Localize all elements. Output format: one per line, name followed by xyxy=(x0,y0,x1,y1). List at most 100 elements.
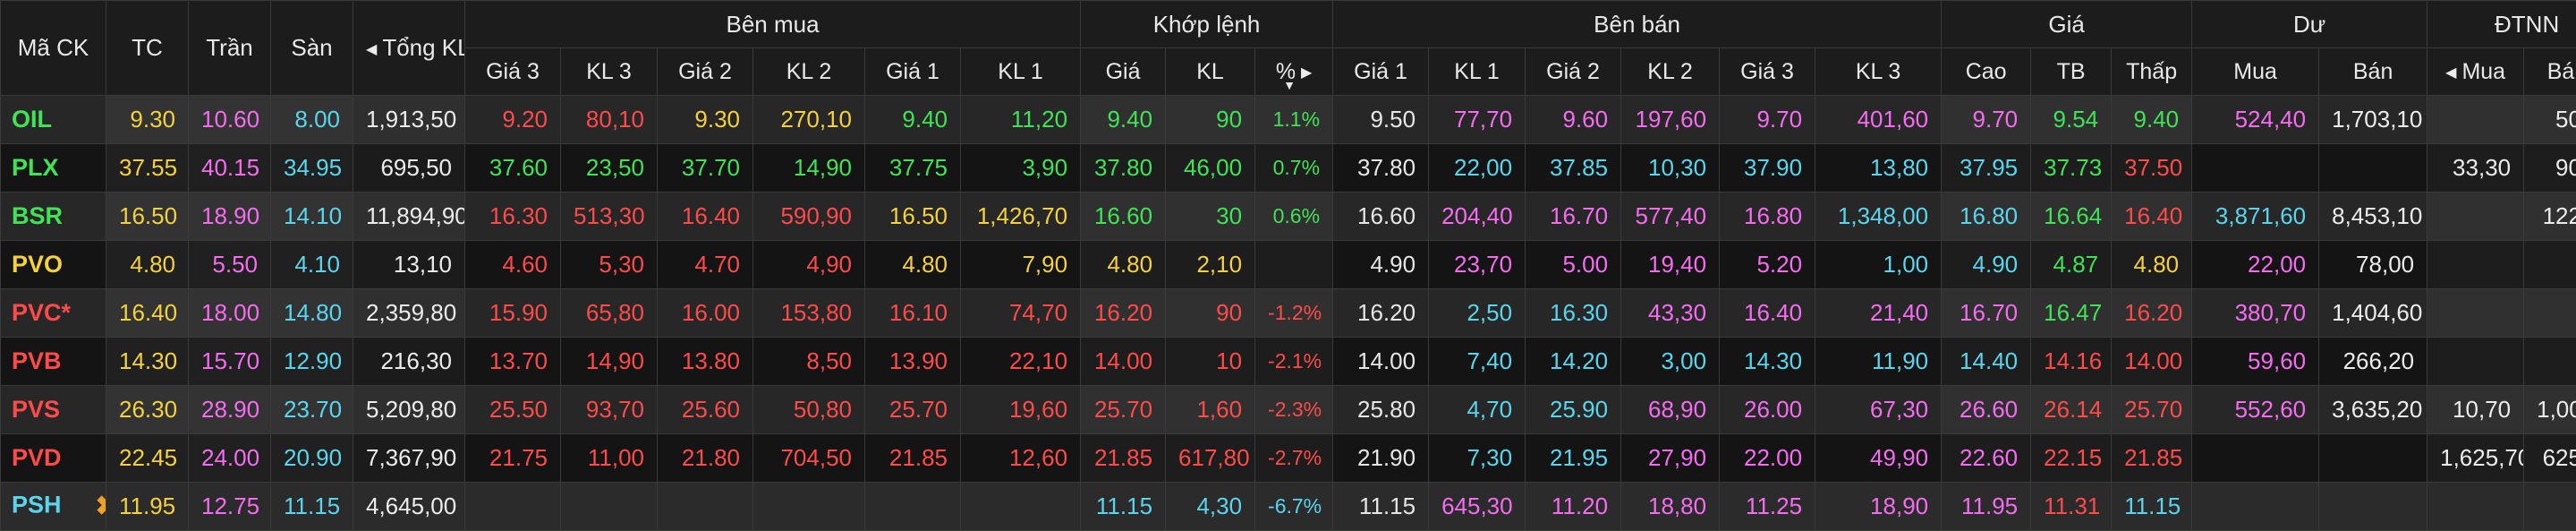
col-header-total-vol[interactable]: ◀Tổng KL▶ xyxy=(353,1,465,96)
ask-price1-cell: 21.90 xyxy=(1333,434,1429,483)
ask-vol1-cell: 22,00 xyxy=(1429,144,1526,193)
ask-price2-cell-value: 11.20 xyxy=(1552,492,1608,519)
bid-price2-cell-value: 13.80 xyxy=(682,347,740,374)
col-header-match-vol[interactable]: KL xyxy=(1166,48,1255,96)
ask-price3-cell-value: 9.70 xyxy=(1756,106,1802,133)
bid-price2-cell-value: 37.70 xyxy=(682,154,740,181)
residual-buy-cell-value: 380,70 xyxy=(2235,299,2307,326)
group-header-residual: Dư xyxy=(2192,1,2427,48)
col-header-symbol[interactable]: Mã CK xyxy=(1,1,106,96)
symbol-cell[interactable]: BSR xyxy=(1,193,106,241)
foreign-sell-cell xyxy=(2524,338,2576,386)
match-pct-cell: 1.1% xyxy=(1255,96,1333,144)
ask-price3-cell: 26.00 xyxy=(1720,386,1815,434)
bid-vol3-cell: 23,50 xyxy=(561,144,658,193)
col-header-foreign-buy[interactable]: ◀Mua xyxy=(2427,48,2524,96)
col-header-avg[interactable]: TB xyxy=(2031,48,2112,96)
ask-vol3-cell: 21,40 xyxy=(1815,289,1942,338)
col-header-residual-buy[interactable]: Mua xyxy=(2192,48,2319,96)
bid-vol1-cell: 7,90 xyxy=(961,241,1081,289)
ask-vol2-cell-value: 577,40 xyxy=(1636,202,1707,229)
ask-price3-cell: 11.25 xyxy=(1720,483,1815,531)
ask-vol2-cell-value: 43,30 xyxy=(1648,299,1706,326)
low-price-cell-value: 4.80 xyxy=(2134,251,2180,278)
match-vol-cell-value: 2,10 xyxy=(1196,251,1242,278)
col-header-match-pct[interactable]: %▼▶ xyxy=(1255,48,1333,96)
bid-price3-cell-value: 25.50 xyxy=(489,396,548,423)
symbol-cell[interactable]: PVC* xyxy=(1,289,106,338)
col-header-bid-vol3[interactable]: KL 3 xyxy=(561,48,658,96)
total-volume-cell: 695,50 xyxy=(353,144,465,193)
symbol-cell[interactable]: OIL xyxy=(1,96,106,144)
symbol-cell[interactable]: PLX xyxy=(1,144,106,193)
col-header-ceiling[interactable]: Trần xyxy=(189,1,271,96)
sort-desc-icon[interactable]: ▼ xyxy=(1283,78,1296,92)
col-header-foreign-sell[interactable]: Bán▶ xyxy=(2524,48,2576,96)
warning-x-icon[interactable]: ✖ xyxy=(96,492,106,521)
stock-row-psh[interactable]: PSH✖11.9512.7511.154,645,0011.154,30-6.7… xyxy=(1,483,2576,531)
foreign-sell-cell-value: 625,00 xyxy=(2543,444,2576,471)
match-pct-cell-value: -2.7% xyxy=(1268,446,1322,469)
ask-vol3-cell-value: 49,90 xyxy=(1870,444,1928,471)
col-header-bid-vol1[interactable]: KL 1 xyxy=(961,48,1081,96)
caret-left-icon[interactable]: ◀ xyxy=(2445,64,2456,81)
high-price-cell-value: 22.60 xyxy=(1960,444,2018,471)
col-header-floor[interactable]: Sàn xyxy=(271,1,353,96)
ask-vol1-cell: 645,30 xyxy=(1429,483,1526,531)
bid-price2-cell-value: 16.00 xyxy=(682,299,740,326)
col-header-ref[interactable]: TC xyxy=(106,1,189,96)
symbol-cell[interactable]: PVD xyxy=(1,434,106,483)
match-vol-cell: 2,10 xyxy=(1166,241,1255,289)
match-price-cell: 4.80 xyxy=(1081,241,1166,289)
col-header-low[interactable]: Thấp xyxy=(2112,48,2192,96)
col-header-ask-price1[interactable]: Giá 1 xyxy=(1333,48,1429,96)
col-header-ask-vol3[interactable]: KL 3 xyxy=(1815,48,1942,96)
ask-price1-cell-value: 9.50 xyxy=(1370,106,1416,133)
bid-vol2-cell-value: 50,80 xyxy=(794,396,852,423)
col-header-residual-sell[interactable]: Bán xyxy=(2319,48,2427,96)
bid-price3-cell: 4.60 xyxy=(465,241,561,289)
col-header-bid-vol2[interactable]: KL 2 xyxy=(753,48,865,96)
avg-price-cell: 16.47 xyxy=(2031,289,2112,338)
col-header-bid-price2[interactable]: Giá 2 xyxy=(658,48,753,96)
foreign-buy-cell-value: 33,30 xyxy=(2453,154,2511,181)
symbol-cell[interactable]: PVO xyxy=(1,241,106,289)
col-header-high[interactable]: Cao xyxy=(1942,48,2031,96)
group-header-match: Khớp lệnh xyxy=(1081,1,1333,48)
floor-price-cell: 8.00 xyxy=(271,96,353,144)
bid-vol3-cell: 80,10 xyxy=(561,96,658,144)
ceiling-price-cell: 12.75 xyxy=(189,483,271,531)
caret-right-icon[interactable]: ▶ xyxy=(1301,64,1312,81)
ref-price-cell: 26.30 xyxy=(106,386,189,434)
symbol-cell-value: OIL xyxy=(12,106,52,133)
col-header-bid-price1[interactable]: Giá 1 xyxy=(865,48,961,96)
ask-price2-cell: 37.85 xyxy=(1526,144,1621,193)
ref-price-cell: 14.30 xyxy=(106,338,189,386)
total-volume-cell: 11,894,90 xyxy=(353,193,465,241)
ask-price2-cell-value: 14.20 xyxy=(1550,347,1608,374)
caret-left-icon[interactable]: ◀ xyxy=(366,40,377,58)
col-header-ask-price3[interactable]: Giá 3 xyxy=(1720,48,1815,96)
bid-price2-cell-value: 16.40 xyxy=(682,202,740,229)
symbol-cell[interactable]: PSH✖ xyxy=(1,483,106,531)
floor-price-cell: 23.70 xyxy=(271,386,353,434)
ask-price3-cell: 5.20 xyxy=(1720,241,1815,289)
symbol-cell[interactable]: PVB xyxy=(1,338,106,386)
col-header-bid-price3[interactable]: Giá 3 xyxy=(465,48,561,96)
col-header-ask-price2[interactable]: Giá 2 xyxy=(1526,48,1621,96)
ask-vol2-cell: 10,30 xyxy=(1621,144,1720,193)
residual-buy-cell: 59,60 xyxy=(2192,338,2319,386)
col-header-ask-vol2[interactable]: KL 2 xyxy=(1621,48,1720,96)
symbol-cell[interactable]: PVS xyxy=(1,386,106,434)
col-header-match-price[interactable]: Giá xyxy=(1081,48,1166,96)
col-header-ask-vol1[interactable]: KL 1 xyxy=(1429,48,1526,96)
ask-price3-cell: 16.40 xyxy=(1720,289,1815,338)
